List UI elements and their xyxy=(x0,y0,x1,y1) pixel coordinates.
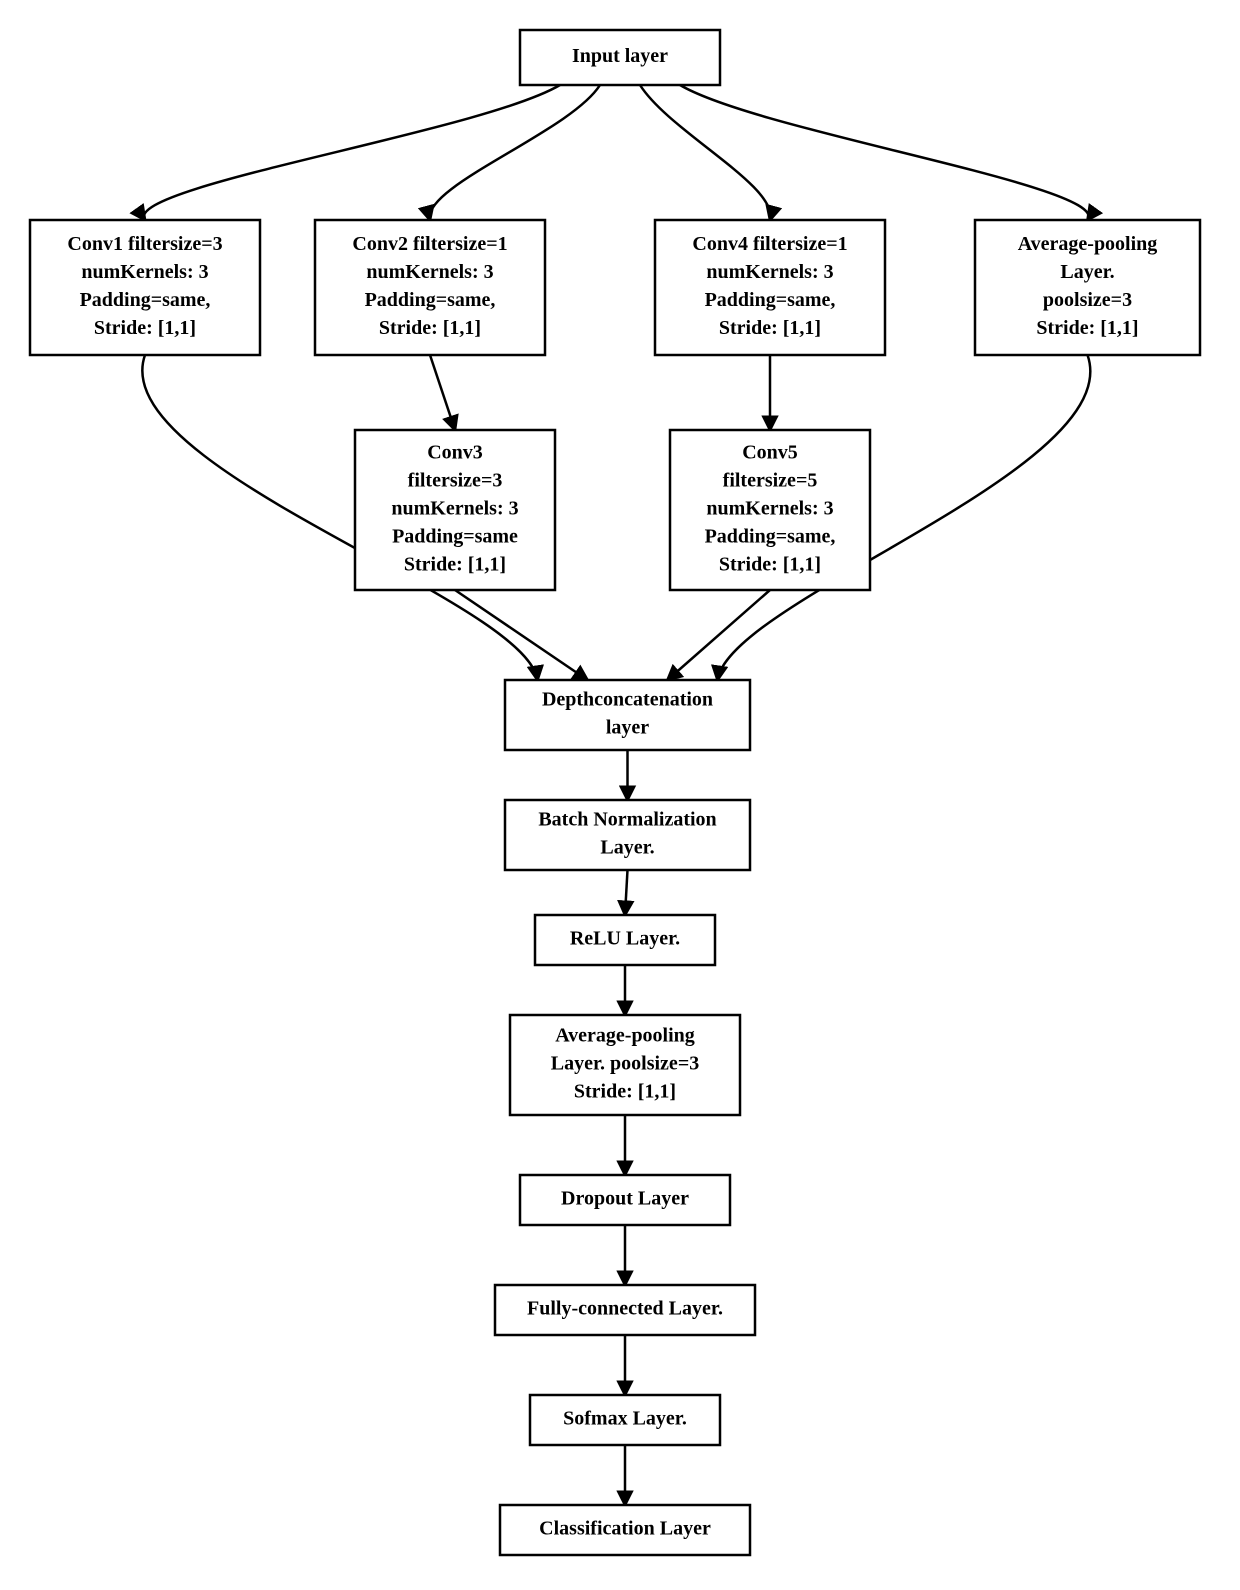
node-softmax: Sofmax Layer. xyxy=(530,1395,720,1445)
node-conv1: Conv1 filtersize=3 numKernels: 3 Padding=s… xyxy=(30,220,260,355)
node-conv5-label: Padding=same, xyxy=(705,526,836,548)
node-conv1-label: Conv1 filtersize=3 xyxy=(67,233,222,255)
node-fc: Fully-connected Layer. xyxy=(495,1285,755,1335)
node-dropout: Dropout Layer xyxy=(520,1175,730,1225)
node-avgpool1: Average-pooling Layer. poolsize=3 Stride: [… xyxy=(975,220,1200,355)
node-depth-label: layer xyxy=(606,717,649,739)
node-conv1-label: Padding=same, xyxy=(80,289,211,311)
node-avgpool2-label: Layer. poolsize=3 xyxy=(551,1053,699,1075)
node-avgpool1-label: Stride: [1,1] xyxy=(1036,317,1138,339)
node-conv4-label: Padding=same, xyxy=(705,289,836,311)
node-avgpool1-label: Layer. xyxy=(1060,261,1114,283)
edge-input-to-conv4 xyxy=(640,85,771,220)
node-avgpool2-label: Average-pooling xyxy=(555,1025,695,1047)
node-class: Classification Layer xyxy=(500,1505,750,1555)
node-depth: Depthconcatenation layer xyxy=(505,680,750,750)
flowchart-canvas: Input layer Conv1 filtersize=3 numKernels:… xyxy=(0,0,1240,1590)
node-conv3-label: Conv3 xyxy=(427,442,483,464)
node-conv2-label: Padding=same, xyxy=(365,289,496,311)
node-conv5-label: filtersize=5 xyxy=(723,470,818,492)
nodes-layer: Input layer Conv1 filtersize=3 numKernels:… xyxy=(30,30,1200,1555)
edge-input-to-avgpool1 xyxy=(680,85,1089,220)
node-batch-label: Batch Normalization xyxy=(538,809,716,831)
node-conv4-label: Conv4 filtersize=1 xyxy=(692,233,847,255)
node-conv4: Conv4 filtersize=1 numKernels: 3 Padding=s… xyxy=(655,220,885,355)
node-conv2-label: Conv2 filtersize=1 xyxy=(352,233,507,255)
node-conv4-label: numKernels: 3 xyxy=(706,261,833,283)
node-conv3-label: filtersize=3 xyxy=(408,470,503,492)
node-input-label: Input layer xyxy=(572,45,668,67)
node-conv5-label: numKernels: 3 xyxy=(706,498,833,520)
node-conv2-label: Stride: [1,1] xyxy=(379,317,481,339)
edge-conv2-to-conv3 xyxy=(430,355,455,430)
node-conv3: Conv3 filtersize=3 numKernels: 3 Padding=sa… xyxy=(355,430,555,590)
node-conv4-label: Stride: [1,1] xyxy=(719,317,821,339)
node-avgpool1-label: poolsize=3 xyxy=(1043,289,1132,311)
node-batch-label: Layer. xyxy=(600,837,654,859)
node-avgpool2-label: Stride: [1,1] xyxy=(574,1081,676,1103)
node-relu: ReLU Layer. xyxy=(535,915,715,965)
node-dropout-label: Dropout Layer xyxy=(561,1188,689,1210)
node-conv1-label: numKernels: 3 xyxy=(81,261,208,283)
edge-batch-to-relu xyxy=(625,870,628,915)
node-input: Input layer xyxy=(520,30,720,85)
node-avgpool2: Average-pooling Layer. poolsize=3 Stride: … xyxy=(510,1015,740,1115)
node-avgpool1-label: Average-pooling xyxy=(1018,233,1158,255)
node-conv3-label: Stride: [1,1] xyxy=(404,554,506,576)
node-conv5-label: Stride: [1,1] xyxy=(719,554,821,576)
node-softmax-label: Sofmax Layer. xyxy=(563,1408,687,1430)
node-depth-label: Depthconcatenation xyxy=(542,689,713,711)
node-relu-label: ReLU Layer. xyxy=(570,928,680,950)
node-fc-label: Fully-connected Layer. xyxy=(527,1298,723,1320)
node-batch: Batch Normalization Layer. xyxy=(505,800,750,870)
node-conv3-label: numKernels: 3 xyxy=(391,498,518,520)
node-conv5: Conv5 filtersize=5 numKernels: 3 Padding=sa… xyxy=(670,430,870,590)
node-conv1-label: Stride: [1,1] xyxy=(94,317,196,339)
edge-input-to-conv1 xyxy=(144,85,560,220)
node-conv2-label: numKernels: 3 xyxy=(366,261,493,283)
node-conv5-label: Conv5 xyxy=(742,442,798,464)
node-conv2: Conv2 filtersize=1 numKernels: 3 Padding=s… xyxy=(315,220,545,355)
node-conv3-label: Padding=same xyxy=(392,526,518,548)
node-class-label: Classification Layer xyxy=(539,1518,711,1540)
edge-conv3-to-depth xyxy=(455,590,588,680)
